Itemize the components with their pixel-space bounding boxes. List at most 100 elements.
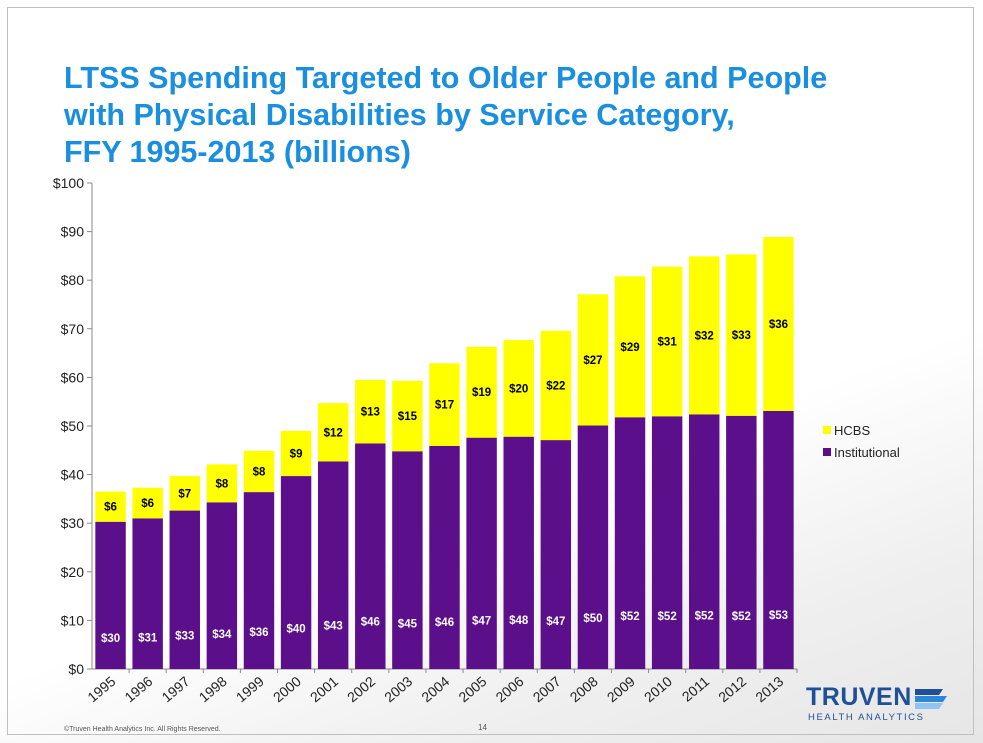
- data-label-institutional-2006: $48: [509, 615, 529, 627]
- data-label-hcbs-2012: $33: [732, 330, 751, 342]
- data-label-hcbs-2005: $19: [472, 387, 491, 399]
- bar-hcbs-2005: [466, 346, 497, 438]
- y-tick-label: $100: [53, 175, 84, 191]
- y-tick-label: $50: [61, 418, 85, 434]
- y-tick-label: $10: [61, 612, 85, 628]
- x-tick-label-2000: 2000: [270, 673, 304, 705]
- bar-hcbs-2008: [577, 294, 609, 426]
- legend-item-institutional: Institutional: [823, 441, 900, 463]
- data-label-institutional-2005: $47: [472, 615, 491, 627]
- bar-hcbs-1998: [206, 464, 238, 503]
- x-tick-label-1997: 1997: [159, 673, 193, 705]
- data-label-institutional-2011: $52: [695, 611, 714, 623]
- copyright-footer: ©Truven Health Analytics Inc. All Rights…: [64, 726, 221, 733]
- page-number: 14: [478, 723, 487, 732]
- data-label-hcbs-1996: $6: [141, 498, 154, 510]
- y-tick-label: $20: [61, 564, 85, 580]
- title-line-2: with Physical Disabilities by Service Ca…: [64, 98, 735, 132]
- data-label-hcbs-1997: $7: [178, 488, 191, 500]
- logo-flag-icon: [915, 689, 947, 709]
- data-label-hcbs-2000: $9: [290, 448, 303, 460]
- y-tick-label: $80: [61, 272, 85, 288]
- y-tick-label: $40: [61, 467, 85, 483]
- x-tick-label-2009: 2009: [604, 673, 638, 705]
- bar-institutional-2005: [466, 437, 497, 669]
- bar-institutional-2012: [726, 415, 757, 669]
- legend-label-hcbs: HCBS: [834, 422, 871, 438]
- x-tick-label-2008: 2008: [567, 673, 601, 705]
- legend-item-hcbs: HCBS: [823, 419, 900, 441]
- data-label-institutional-2010: $52: [658, 611, 677, 623]
- bar-hcbs-2002: [355, 379, 386, 444]
- data-label-hcbs-2004: $17: [435, 400, 454, 412]
- data-label-institutional-2013: $53: [769, 610, 788, 622]
- bar-institutional-2013: [763, 410, 794, 669]
- data-label-institutional-1995: $30: [101, 633, 120, 645]
- bar-institutional-1995: [95, 521, 126, 669]
- data-label-institutional-2012: $52: [732, 611, 751, 623]
- bar-hcbs-2013: [763, 236, 794, 411]
- title-line-1: LTSS Spending Targeted to Older People a…: [64, 61, 828, 95]
- logo-subtext: HEALTH ANALYTICS: [808, 712, 925, 723]
- data-label-hcbs-2002: $13: [361, 407, 380, 419]
- data-label-hcbs-1995: $6: [104, 502, 117, 514]
- data-label-institutional-1997: $33: [175, 631, 194, 643]
- bar-hcbs-2001: [317, 403, 349, 462]
- legend-swatch-hcbs: [823, 426, 831, 434]
- data-label-institutional-2009: $52: [620, 611, 639, 623]
- x-tick-label-2013: 2013: [752, 673, 786, 705]
- bar-hcbs-1995: [95, 491, 126, 522]
- data-label-hcbs-2001: $12: [324, 427, 343, 439]
- bar-hcbs-2006: [503, 339, 534, 437]
- bar-hcbs-2011: [689, 256, 720, 415]
- data-label-institutional-1998: $34: [212, 629, 232, 641]
- bar-hcbs-2004: [429, 363, 460, 446]
- x-tick-label-2001: 2001: [307, 673, 341, 705]
- data-label-hcbs-2006: $20: [509, 383, 528, 395]
- data-label-hcbs-2007: $22: [546, 380, 565, 392]
- bar-hcbs-2003: [392, 380, 423, 452]
- bar-institutional-2011: [689, 414, 720, 669]
- y-tick-label: $90: [61, 224, 85, 240]
- data-label-hcbs-2003: $15: [398, 411, 418, 423]
- data-label-hcbs-2010: $31: [658, 336, 678, 348]
- bar-institutional-2007: [540, 440, 572, 669]
- x-tick-label-1995: 1995: [84, 673, 118, 705]
- data-label-hcbs-1999: $8: [253, 466, 266, 478]
- bar-hcbs-2009: [614, 276, 646, 418]
- data-label-hcbs-2011: $32: [695, 330, 714, 342]
- data-label-institutional-1999: $36: [249, 627, 268, 639]
- bar-institutional-2004: [429, 445, 460, 669]
- chart-title: LTSS Spending Targeted to Older People a…: [64, 60, 944, 171]
- x-tick-label-1996: 1996: [121, 673, 155, 705]
- bar-hcbs-2007: [540, 330, 572, 441]
- y-tick-label: $70: [61, 321, 85, 337]
- bar-hcbs-1997: [169, 476, 200, 511]
- data-label-institutional-1996: $31: [138, 632, 158, 644]
- bar-institutional-2010: [651, 416, 683, 669]
- bar-institutional-2002: [355, 443, 386, 669]
- bar-hcbs-2012: [726, 254, 757, 416]
- x-tick-label-1999: 1999: [233, 673, 267, 705]
- data-label-institutional-2008: $50: [583, 613, 602, 625]
- bar-hcbs-1999: [243, 450, 275, 493]
- bar-institutional-1998: [206, 502, 238, 669]
- data-label-institutional-2007: $47: [546, 616, 565, 628]
- bar-institutional-1999: [243, 492, 275, 669]
- x-tick-label-2005: 2005: [455, 673, 489, 705]
- bar-institutional-2006: [503, 436, 534, 669]
- data-label-hcbs-2009: $29: [620, 342, 639, 354]
- title-line-3: FFY 1995-2013 (billions): [64, 135, 411, 169]
- x-tick-label-2012: 2012: [715, 673, 749, 705]
- x-tick-label-2004: 2004: [418, 673, 452, 705]
- data-label-institutional-2004: $46: [435, 617, 454, 629]
- bar-hcbs-1996: [132, 487, 163, 519]
- x-tick-label-2002: 2002: [344, 673, 378, 705]
- x-tick-label-2007: 2007: [530, 673, 564, 705]
- data-label-hcbs-1998: $8: [215, 478, 228, 490]
- bar-institutional-2003: [392, 451, 423, 669]
- logo-wordmark: TRUVEN: [806, 683, 912, 711]
- data-label-institutional-2001: $43: [324, 620, 343, 632]
- x-tick-label-2011: 2011: [679, 673, 713, 705]
